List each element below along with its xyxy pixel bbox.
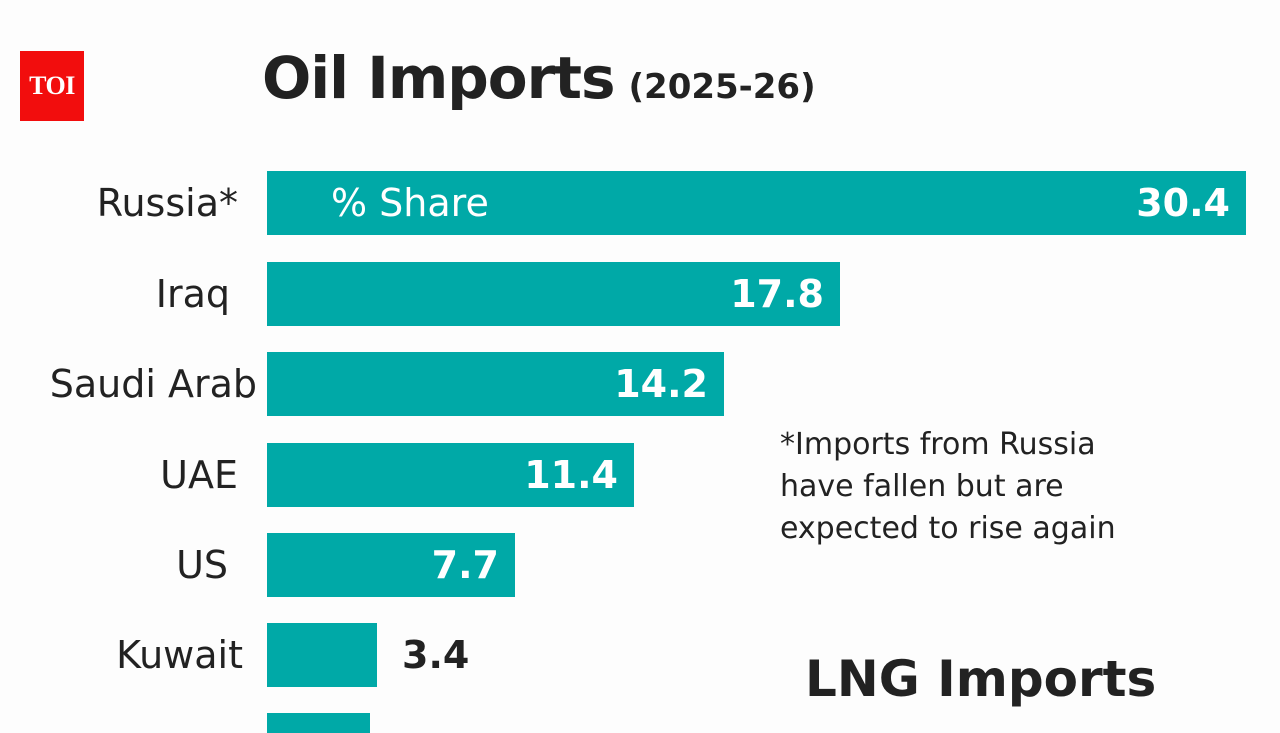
logo-text: TOI: [29, 71, 75, 100]
chart-title-year: (2025-26): [628, 67, 816, 107]
footnote-line: expected to rise again: [780, 511, 1116, 546]
chart-title: Oil Imports (2025-26): [262, 44, 816, 112]
bar: 14.2: [267, 352, 724, 416]
share-axis-label: % Share: [331, 181, 489, 225]
lng-section-title: LNG Imports: [805, 650, 1157, 708]
footnote-line: *Imports from Russia: [780, 427, 1096, 462]
bar-value: 14.2: [614, 362, 708, 406]
bar-row-uae: UAE 11.4: [0, 443, 1280, 507]
bar-label: UAE: [160, 453, 238, 497]
bar-value: 7.7: [431, 543, 499, 587]
bar: 17.8: [267, 262, 840, 326]
bar-value: 17.8: [730, 272, 824, 316]
bar-label: Iraq: [155, 272, 230, 316]
bar-value: 30.4: [1136, 181, 1230, 225]
bar-label: Kuwait: [116, 633, 243, 677]
footnote-line: have fallen but are: [780, 469, 1064, 504]
toi-logo: TOI: [20, 51, 84, 121]
bar-row-us: US 7.7: [0, 533, 1280, 597]
bar: 11.4: [267, 443, 634, 507]
bar-row-russia: Russia* % Share 30.4: [0, 171, 1280, 235]
bar-row-iraq: Iraq 17.8: [0, 262, 1280, 326]
bar: 7.7: [267, 533, 515, 597]
footnote: *Imports from Russia have fallen but are…: [780, 424, 1116, 550]
bar-row-kuwait: Kuwait 3.4: [0, 623, 1280, 687]
bar-value: 3.4: [402, 633, 470, 677]
bar: [267, 623, 377, 687]
bar-row-saudi-arab: Saudi Arab 14.2: [0, 352, 1280, 416]
bar-label: US: [176, 543, 228, 587]
bar-value: 11.4: [524, 453, 618, 497]
chart-title-main: Oil Imports: [262, 44, 615, 112]
bar: % Share 30.4: [267, 171, 1246, 235]
bar-partial-next: [267, 713, 370, 733]
bar-label: Saudi Arab: [49, 362, 257, 406]
bar-label: Russia*: [96, 181, 238, 225]
